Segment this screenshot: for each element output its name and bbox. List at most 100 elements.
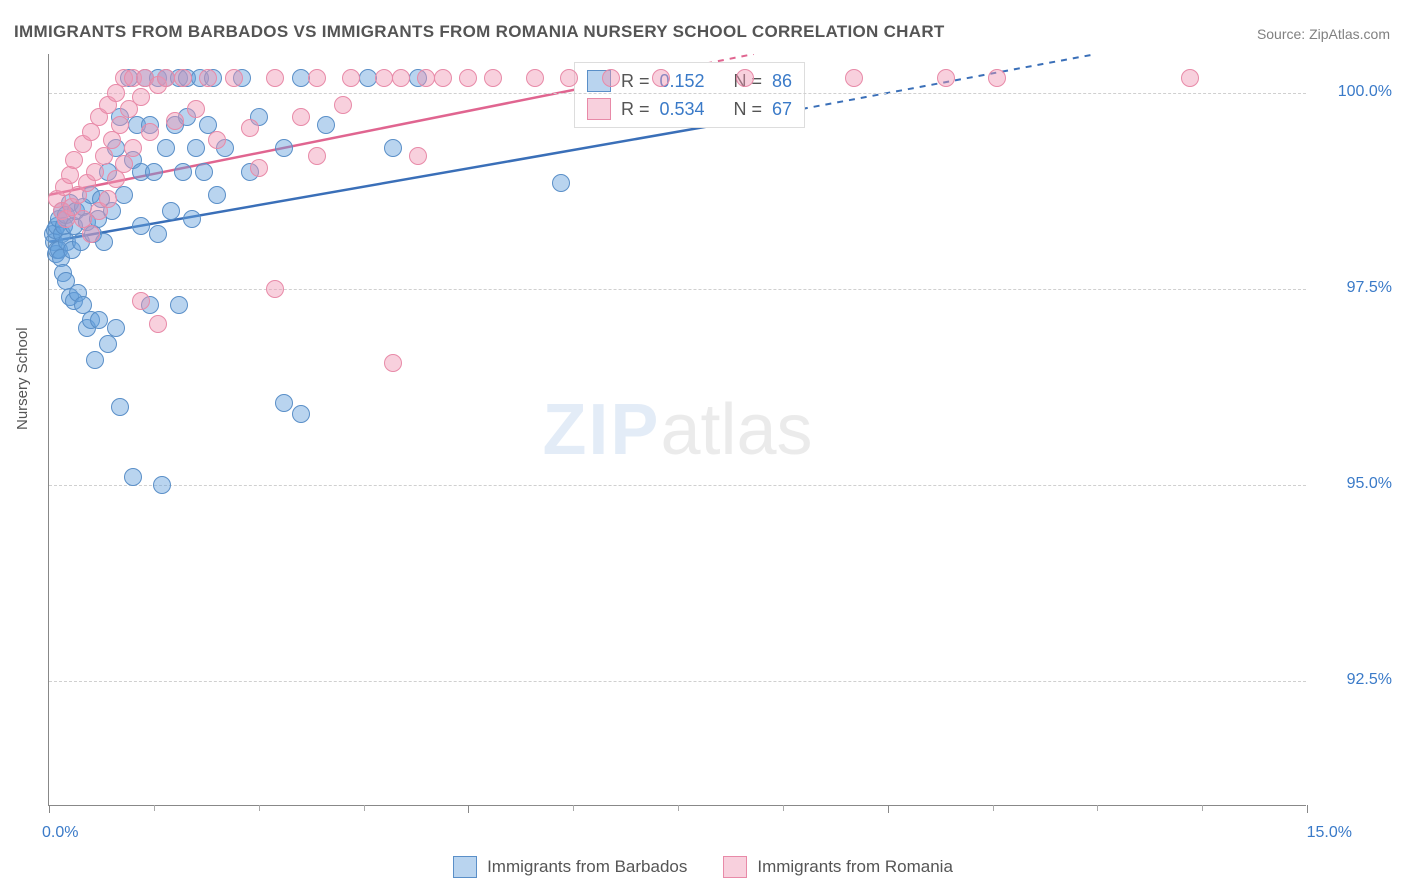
scatter-point <box>334 96 352 114</box>
legend-stats-row: R =0.534N =67 <box>575 95 804 123</box>
plot-area: ZIPatlas R =0.152N =86R =0.534N =67 92.5… <box>48 54 1306 806</box>
scatter-point <box>99 190 117 208</box>
legend-item-barbados: Immigrants from Barbados <box>453 856 687 878</box>
xtick <box>1307 805 1308 813</box>
scatter-point <box>153 476 171 494</box>
xtick <box>678 805 679 811</box>
scatter-point <box>174 163 192 181</box>
xtick <box>993 805 994 811</box>
stat-R-label: R = <box>621 71 650 92</box>
scatter-point <box>132 88 150 106</box>
scatter-point <box>275 394 293 412</box>
legend-swatch <box>587 98 611 120</box>
scatter-point <box>124 139 142 157</box>
scatter-point <box>459 69 477 87</box>
scatter-point <box>417 69 435 87</box>
scatter-point <box>292 405 310 423</box>
scatter-point <box>82 123 100 141</box>
scatter-point <box>225 69 243 87</box>
stat-R-label: R = <box>621 99 650 120</box>
scatter-point <box>384 354 402 372</box>
stat-N-value: 67 <box>772 99 792 120</box>
scatter-point <box>736 69 754 87</box>
xtick <box>364 805 365 811</box>
chart-container: IMMIGRANTS FROM BARBADOS VS IMMIGRANTS F… <box>0 0 1406 892</box>
scatter-point <box>317 116 335 134</box>
y-axis-label: Nursery School <box>14 327 31 430</box>
scatter-point <box>187 100 205 118</box>
xtick <box>888 805 889 813</box>
scatter-point <box>111 116 129 134</box>
scatter-point <box>99 335 117 353</box>
scatter-point <box>195 163 213 181</box>
scatter-point <box>937 69 955 87</box>
trend-lines <box>49 54 1306 805</box>
scatter-point <box>560 69 578 87</box>
watermark: ZIPatlas <box>542 389 812 471</box>
gridline <box>49 681 1306 682</box>
scatter-point <box>149 315 167 333</box>
scatter-point <box>166 112 184 130</box>
scatter-point <box>61 166 79 184</box>
scatter-point <box>149 225 167 243</box>
scatter-point <box>107 170 125 188</box>
x-max-label: 15.0% <box>1307 824 1352 842</box>
scatter-point <box>208 186 226 204</box>
scatter-point <box>241 119 259 137</box>
scatter-point <box>602 69 620 87</box>
scatter-point <box>434 69 452 87</box>
scatter-point <box>552 174 570 192</box>
legend-item-romania: Immigrants from Romania <box>723 856 953 878</box>
scatter-point <box>115 155 133 173</box>
scatter-point <box>103 131 121 149</box>
chart-title: IMMIGRANTS FROM BARBADOS VS IMMIGRANTS F… <box>14 22 945 42</box>
scatter-point <box>292 108 310 126</box>
x-min-label: 0.0% <box>42 824 78 842</box>
scatter-point <box>90 311 108 329</box>
scatter-point <box>82 225 100 243</box>
xtick <box>468 805 469 813</box>
xtick <box>1202 805 1203 811</box>
scatter-point <box>111 398 129 416</box>
scatter-point <box>115 186 133 204</box>
xtick <box>1097 805 1098 811</box>
scatter-point <box>174 69 192 87</box>
stat-N-value: 86 <box>772 71 792 92</box>
scatter-point <box>157 69 175 87</box>
scatter-point <box>375 69 393 87</box>
ytick-label: 97.5% <box>1347 279 1392 297</box>
scatter-point <box>170 296 188 314</box>
ytick-label: 95.0% <box>1347 475 1392 493</box>
scatter-point <box>359 69 377 87</box>
scatter-point <box>266 69 284 87</box>
scatter-point <box>652 69 670 87</box>
xtick <box>49 805 50 813</box>
ytick-label: 92.5% <box>1347 671 1392 689</box>
scatter-point <box>409 147 427 165</box>
scatter-point <box>250 159 268 177</box>
scatter-point <box>124 468 142 486</box>
scatter-point <box>65 151 83 169</box>
scatter-point <box>1181 69 1199 87</box>
scatter-point <box>157 139 175 157</box>
scatter-point <box>384 139 402 157</box>
scatter-point <box>107 84 125 102</box>
bottom-legend: Immigrants from Barbados Immigrants from… <box>0 856 1406 878</box>
scatter-point <box>275 139 293 157</box>
scatter-point <box>988 69 1006 87</box>
scatter-point <box>183 210 201 228</box>
scatter-point <box>107 319 125 337</box>
scatter-point <box>86 163 104 181</box>
scatter-point <box>141 123 159 141</box>
scatter-point <box>484 69 502 87</box>
xtick <box>573 805 574 811</box>
watermark-atlas: atlas <box>660 390 812 470</box>
legend-swatch-romania <box>723 856 747 878</box>
legend-label-barbados: Immigrants from Barbados <box>487 857 687 877</box>
gridline <box>49 289 1306 290</box>
scatter-point <box>392 69 410 87</box>
gridline <box>49 485 1306 486</box>
scatter-point <box>145 163 163 181</box>
xtick <box>154 805 155 811</box>
xtick <box>783 805 784 811</box>
